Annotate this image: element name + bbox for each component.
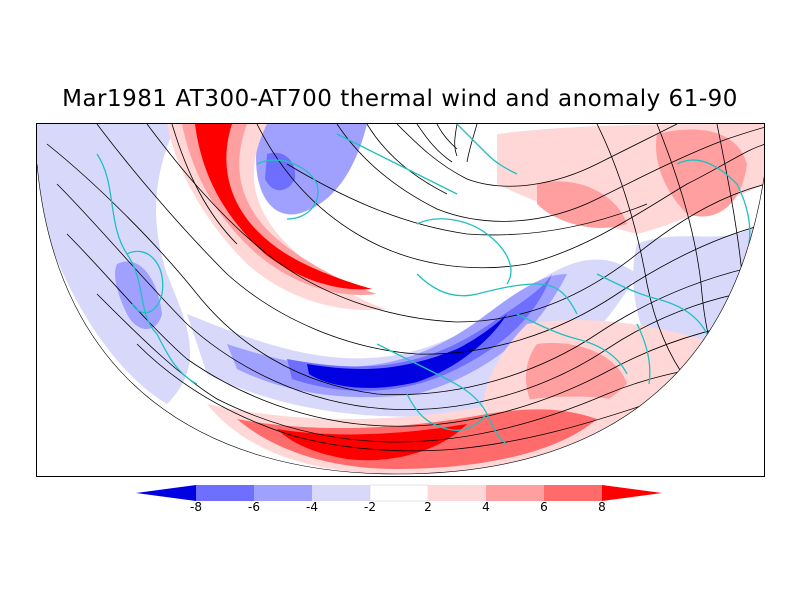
map-title: Mar1981 AT300-AT700 thermal wind and ano…: [62, 86, 738, 112]
colorbar-label: 8: [598, 500, 606, 514]
map-frame: [36, 123, 765, 477]
anomaly-region-lightblue: [37, 124, 191, 404]
anomaly-map: [37, 124, 764, 475]
thermal-wind-streamlines: [46, 124, 764, 452]
colorbar-label: -4: [306, 500, 318, 514]
colorbar-segment: [544, 485, 602, 501]
colorbar-arrow-left: [136, 485, 196, 501]
colorbar-label: -6: [248, 500, 260, 514]
anomaly-region-red: [182, 124, 377, 295]
colorbar-segment: [428, 485, 486, 501]
colorbar-segment: [312, 485, 370, 501]
colorbar-label: -2: [364, 500, 376, 514]
colorbar-segment: [486, 485, 544, 501]
anomaly-region-darkblue: [307, 314, 507, 388]
anomaly-region-red: [656, 129, 747, 217]
colorbar-segment: [196, 485, 254, 501]
anomaly-region-blue: [256, 124, 367, 215]
colorbar-segment: [369, 484, 429, 502]
colorbar-label: 4: [482, 500, 490, 514]
anomaly-region-red: [537, 181, 627, 228]
colorbar-label: -8: [190, 500, 202, 514]
anomaly-region-strongred: [195, 124, 372, 290]
colorbar: [136, 484, 662, 502]
colorbar-label: 6: [540, 500, 548, 514]
colorbar-segment: [254, 485, 312, 501]
colorbar-label: 2: [424, 500, 432, 514]
coastlines: [96, 124, 751, 445]
colorbar-arrow-right: [602, 485, 662, 501]
